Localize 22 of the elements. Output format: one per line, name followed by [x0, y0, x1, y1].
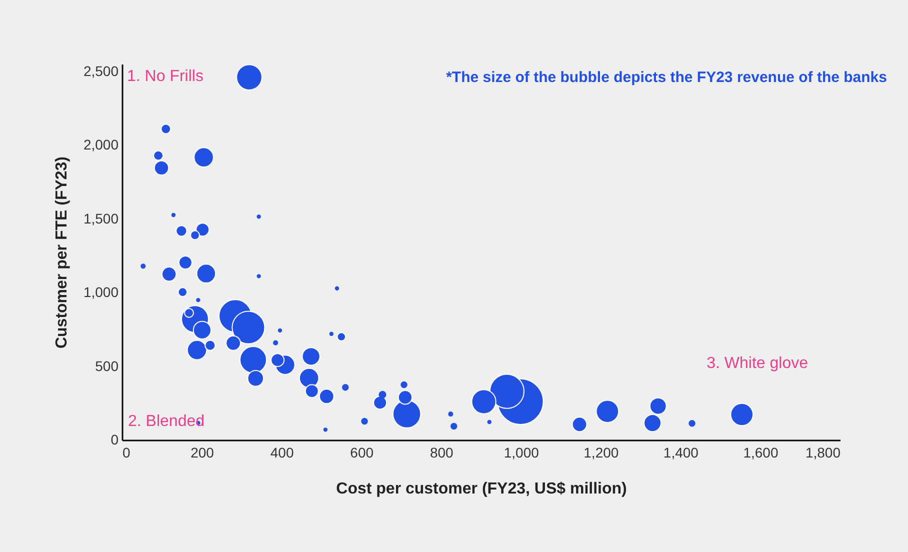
x-tick-label: 1,200 — [584, 444, 619, 460]
x-tick-label: 1,000 — [504, 444, 540, 460]
annotation: 2. Blended — [128, 413, 205, 430]
y-tick-label: 0 — [110, 432, 119, 448]
x-tick-label: 1,400 — [663, 444, 699, 460]
y-tick-label: 1,500 — [83, 210, 119, 226]
x-axis-title: Cost per customer (FY23, US$ million) — [336, 480, 627, 498]
y-tick-label: 2,000 — [83, 136, 119, 153]
y-axis-title: Customer per FTE (FY23) — [53, 156, 70, 349]
x-tick-label: 1,600 — [743, 444, 778, 460]
x-tick-label: 400 — [270, 444, 294, 460]
x-tick-label: 600 — [350, 444, 374, 460]
y-tick-label: 2,500 — [83, 62, 119, 79]
x-tick-label: 1,800 — [805, 444, 841, 460]
annotation: 1. No Frills — [127, 68, 204, 85]
annotation: *The size of the bubble depicts the FY23 revenue of the banks — [446, 69, 887, 86]
x-tick-label: 0 — [122, 444, 130, 460]
x-tick-label: 800 — [430, 444, 454, 460]
y-tick-label: 1,000 — [83, 284, 119, 300]
annotation: 3. White glove — [706, 355, 808, 372]
x-tick-label: 200 — [190, 444, 214, 460]
y-tick-label: 500 — [95, 358, 119, 374]
